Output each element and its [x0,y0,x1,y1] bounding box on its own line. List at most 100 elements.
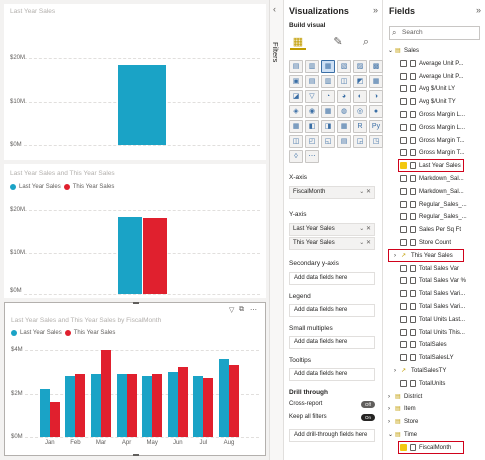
expand-chevron-icon[interactable]: ⌄ [388,432,394,438]
field-fiscalmonth[interactable]: FiscalMonth [384,442,484,454]
bar-last-year-sales-apr[interactable] [116,373,127,437]
visual-type-icon[interactable]: ◱ [321,135,335,148]
field-checkbox[interactable] [400,264,407,272]
visual-type-icon[interactable]: ▦ [369,75,383,88]
visual-type-icon[interactable]: ● [369,105,383,118]
bar-this-year-sales-may[interactable] [152,373,163,437]
field-total-units-this[interactable]: Total Units This... [384,327,484,339]
visual-type-icon[interactable]: ◍ [337,105,351,118]
bar-this-year-sales-jun[interactable] [177,367,188,437]
expand-chevron-icon[interactable]: › [388,406,390,413]
field-markdown-sal[interactable]: Markdown_Sal... [384,173,484,185]
field-checkbox[interactable] [400,328,407,336]
field-checkbox[interactable] [400,111,407,118]
field-avg-unit-ty[interactable]: Avg $/Unit TY [384,96,484,108]
expand-chevron-icon[interactable]: › [394,252,396,259]
bar-this-year-sales-apr[interactable] [126,373,137,437]
visual-type-icon[interactable]: ◊ [289,150,303,163]
field-total-sales-var[interactable]: Total Sales Var % [384,275,484,287]
visual-type-icon[interactable]: ◳ [369,135,383,148]
visual-type-icon[interactable]: ▦ [337,120,351,133]
field-store-count[interactable]: Store Count [384,237,484,249]
format-visual-icon[interactable]: ✎ [333,36,343,48]
visual-type-icon[interactable]: Py [369,120,383,133]
expand-chevron-icon[interactable]: › [394,368,396,374]
visual-type-icon[interactable]: ◉ [305,105,319,118]
field-markdown-sal[interactable]: Markdown_Sal... [384,186,484,198]
legend-drop[interactable]: Add data fields here [289,304,375,317]
field-checkbox[interactable] [400,162,407,170]
field-total-sales-var[interactable]: Total Sales Var [384,263,484,275]
field-average-unit-p[interactable]: Average Unit P... [384,58,484,70]
collapse-visualizations-icon[interactable]: » [372,5,378,15]
field-total-units-last[interactable]: Total Units Last... [384,314,484,326]
visual-type-icon[interactable]: ▦ [289,120,303,133]
table-sales[interactable]: ⌄ ▤ Sales [384,45,484,57]
analytics-icon[interactable]: ⌕ [362,36,370,48]
visual-type-icon[interactable]: ▣ [289,75,303,88]
bar-this-year-sales-jul[interactable] [203,378,214,437]
bar-last-year-sales-aug[interactable] [219,358,229,437]
field-gross-margin-t[interactable]: Gross Margin T... [384,147,484,159]
field-gross-margin-l[interactable]: Gross Margin L... [384,109,484,121]
bar-last-year-sales-jul[interactable] [193,376,204,437]
secondary-y-axis-drop[interactable]: Add data fields here [289,272,375,285]
visual-type-icon[interactable]: ▥ [305,60,319,73]
field-controls-icon[interactable]: ⌄ ✕ [359,189,371,195]
field-controls-icon[interactable]: ⌄ ✕ [359,240,371,246]
measure-group-totalsalesty[interactable]: › ↗ TotalSalesTY [384,365,484,377]
bar-this-year-sales-aug[interactable] [229,365,239,437]
field-total-sales-vari[interactable]: Total Sales Vari... [384,288,484,300]
field-totalsales[interactable]: TotalSales [384,339,484,351]
cross-report-toggle[interactable]: Off [361,401,375,408]
field-checkbox[interactable] [400,72,407,80]
visual-type-icon[interactable]: ▤ [305,75,319,88]
field-avg-unit-ly[interactable]: Avg $/Unit LY [384,83,484,95]
field-regular-sales[interactable]: Regular_Sales_... [384,211,484,223]
field-checkbox[interactable] [400,239,407,246]
visual-type-icon[interactable]: ◩ [353,75,367,88]
table-store[interactable]: › ▤ Store [384,416,484,428]
expand-filters-icon[interactable]: ‹ [273,4,276,14]
expand-chevron-icon[interactable]: ⌄ [388,48,394,54]
visual-type-icon[interactable]: ▦ [321,105,335,118]
field-checkbox[interactable] [400,213,407,221]
bar-this-year-sales[interactable] [142,217,167,294]
visual-type-icon[interactable]: ◧ [305,120,319,133]
bar-last-year-sales-feb[interactable] [65,376,76,437]
field-checkbox[interactable] [400,290,407,298]
bar-this-year-sales-mar[interactable] [101,350,111,437]
field-checkbox[interactable] [400,149,407,157]
report-canvas[interactable]: Last Year Sales $20M $10M $0M Last Year … [0,0,270,460]
table-item[interactable]: › ▤ Item [384,403,484,415]
bar-this-year-sales-jan[interactable] [49,402,60,437]
bar-last-year-sales[interactable] [117,217,142,294]
filter-icon[interactable]: ▽ [229,307,235,314]
visual-type-icon[interactable]: ▤ [289,60,303,73]
y-axis-field[interactable]: This Year Sales ⌄ ✕ [289,237,375,250]
fields-search-input[interactable]: ⌕ Search [389,26,480,40]
visual-type-icon[interactable]: ◰ [305,135,319,148]
field-last-year-sales[interactable]: Last Year Sales [384,160,484,172]
visual-type-icon[interactable]: ◕ [337,90,351,103]
bar-this-year-sales-feb[interactable] [75,373,86,437]
field-gross-margin-l[interactable]: Gross Margin L... [384,122,484,134]
bar-last-year-sales-jun[interactable] [167,371,178,437]
field-checkbox[interactable] [400,59,407,67]
field-checkbox[interactable] [400,303,407,310]
filters-label[interactable]: Filters [271,42,280,63]
field-checkbox[interactable] [400,123,407,131]
small-multiples-drop[interactable]: Add data fields here [289,336,375,349]
visual-type-icon[interactable]: ◨ [321,120,335,133]
visual-type-icon[interactable]: ◲ [353,135,367,148]
field-checkbox[interactable] [400,354,407,362]
visual-sales-by-fiscal-month[interactable]: ▽ ⧉ ⋯ Last Year Sales and This Year Sale… [4,302,266,456]
build-visual-icon[interactable]: ▦ [290,34,306,50]
field-totalunits[interactable]: TotalUnits [384,378,484,390]
field-checkbox[interactable] [400,315,407,323]
bar-last-year-sales-may[interactable] [142,376,153,437]
visual-type-icon[interactable]: ▥ [321,75,335,88]
table-time[interactable]: ⌄ ▤ Time [384,429,484,441]
field-checkbox[interactable] [400,379,407,387]
field-checkbox[interactable] [400,187,407,195]
